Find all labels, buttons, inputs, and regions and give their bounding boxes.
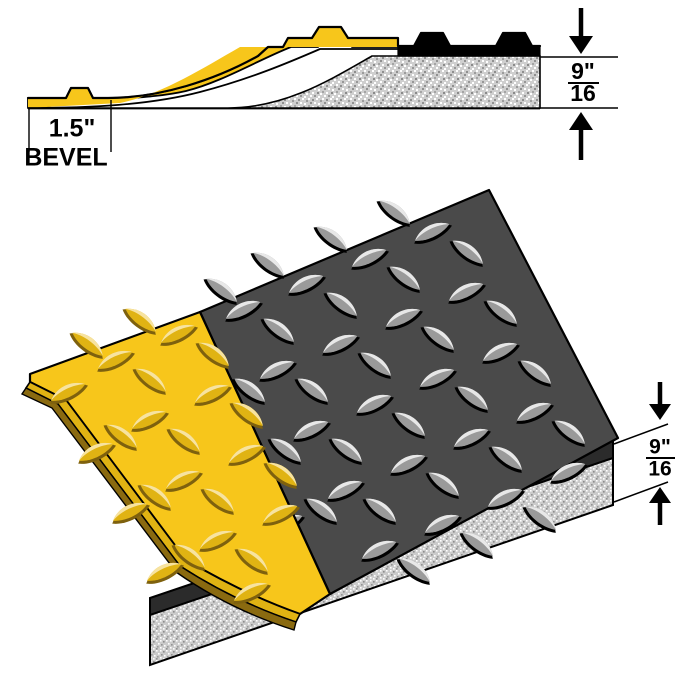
thickness-top-numerator: 9": [571, 58, 595, 84]
thickness-iso-numerator: 9": [649, 436, 671, 459]
thickness-top-denominator: 16: [570, 80, 596, 106]
thickness-dimension-top-group: 9" 16: [540, 8, 618, 160]
up-arrow-icon: [569, 112, 593, 160]
bevel-label: BEVEL: [24, 144, 107, 172]
down-arrow-icon: [649, 382, 671, 420]
down-arrow-icon: [569, 8, 593, 54]
thickness-iso-leader-upper: [613, 423, 669, 445]
cross-section-sponge-core: [28, 55, 541, 109]
up-arrow-icon: [649, 487, 671, 525]
cross-section-profile-outline: [26, 25, 542, 100]
thickness-iso-leader-lower: [613, 481, 669, 503]
thickness-dimension-iso-group: 9" 16: [613, 382, 675, 525]
cross-section-yellow-ramp-body: [28, 27, 398, 108]
bevel-dimension-group: 1.5" BEVEL: [24, 100, 112, 172]
thickness-iso-denominator: 16: [648, 458, 671, 481]
cross-section-yellow-underside: [27, 48, 398, 109]
bevel-width-value: 1.5": [49, 115, 96, 143]
isometric-mat-group: 9" 16: [20, 188, 675, 667]
cross-section-group: 1.5" BEVEL 9" 16: [24, 8, 618, 172]
